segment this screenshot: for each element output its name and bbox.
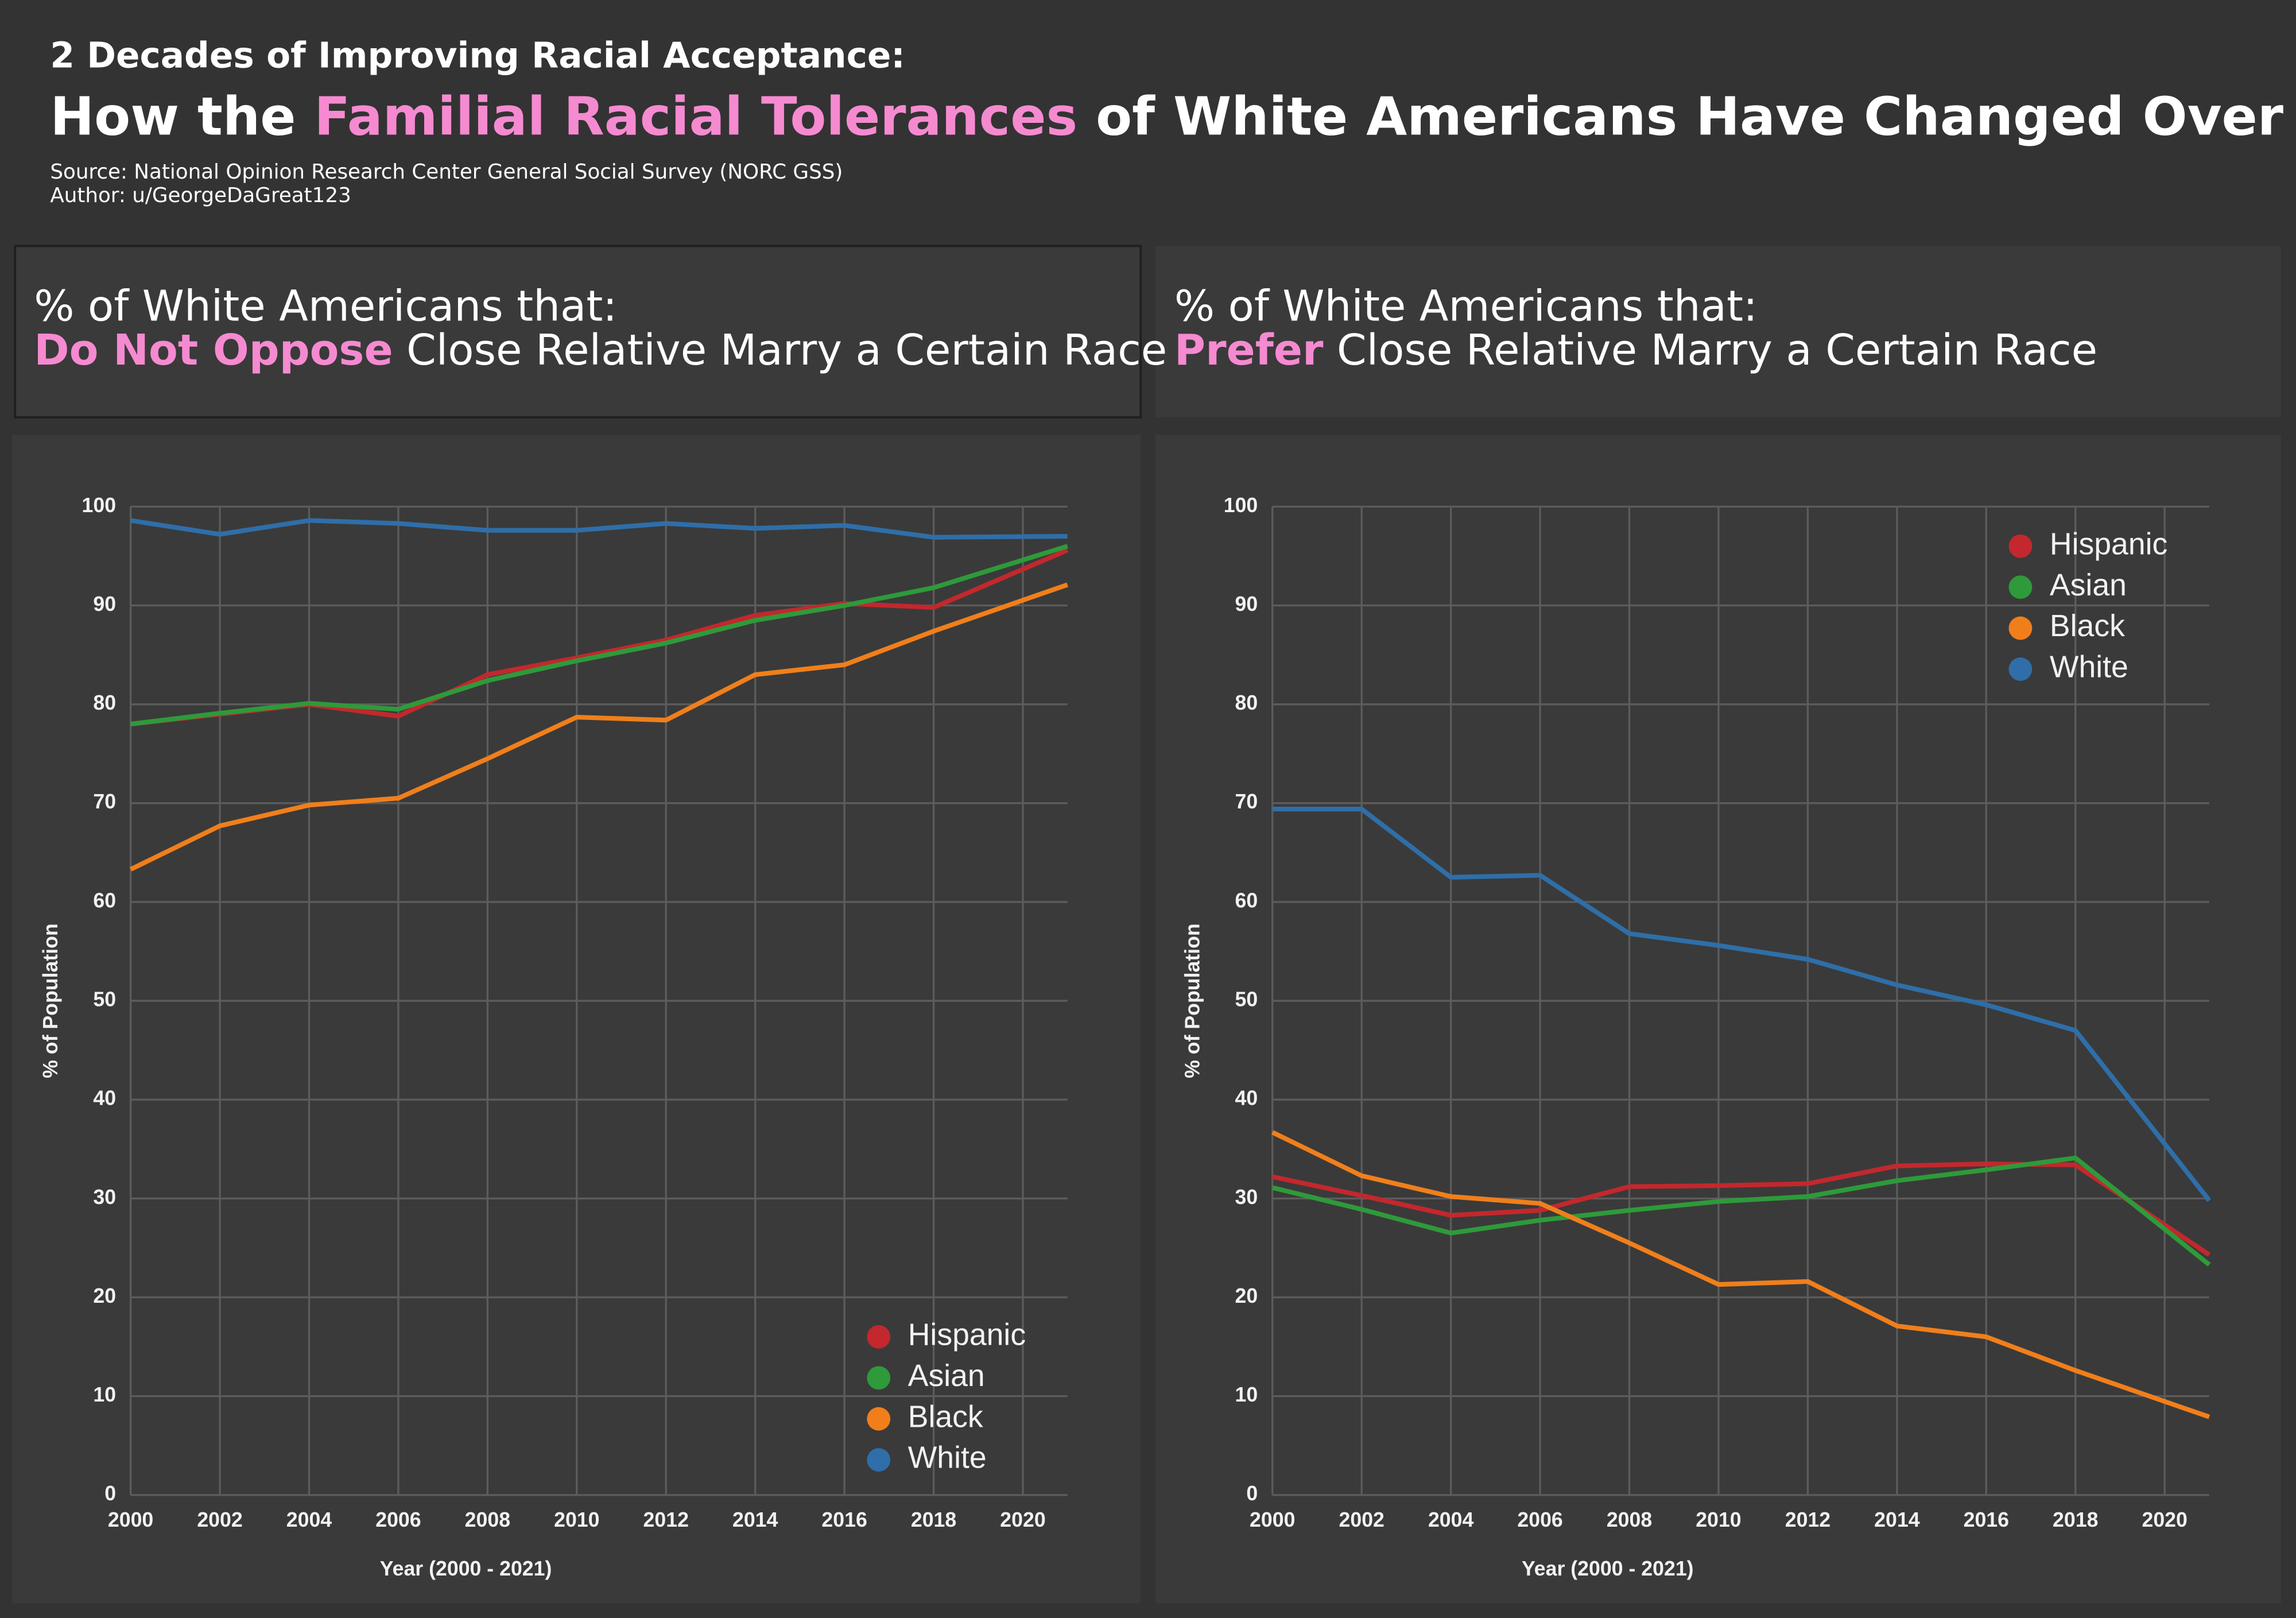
x-tick-label: 2020 (1000, 1508, 1045, 1531)
x-tick-label: 2000 (108, 1508, 153, 1531)
title-part: of White Americans Have Changed Over Tim… (1077, 86, 2296, 148)
y-tick-label: 80 (93, 691, 116, 714)
x-tick-label: 2008 (1607, 1508, 1652, 1531)
legend-swatch (867, 1448, 891, 1472)
y-tick-label: 100 (1224, 494, 1258, 517)
y-tick-label: 100 (82, 494, 117, 517)
panel-title: % of White Americans that: (1174, 281, 1758, 331)
subtitle-highlight: Prefer (1174, 326, 1324, 375)
x-tick-label: 2018 (2053, 1508, 2098, 1531)
y-axis-title: % of Population (1181, 923, 1204, 1078)
x-tick-label: 2014 (732, 1508, 778, 1531)
panel-subtitle: Do Not Oppose Close Relative Marry a Cer… (34, 326, 1167, 375)
legend-swatch (867, 1366, 891, 1390)
panel-title-box (14, 245, 1142, 419)
y-tick-label: 50 (1235, 988, 1258, 1011)
x-tick-label: 2010 (554, 1508, 599, 1531)
legend-swatch (867, 1407, 891, 1431)
x-tick-label: 2006 (375, 1508, 421, 1531)
title-highlight: Familial Racial Tolerances (314, 86, 1077, 148)
series-line (1271, 1130, 2210, 1419)
series-line (129, 582, 1069, 872)
legend-label: Black (2050, 609, 2125, 643)
y-tick-label: 80 (1235, 691, 1258, 714)
y-axis-title: % of Population (39, 923, 62, 1078)
x-tick-label: 2010 (1696, 1508, 1741, 1531)
y-tick-label: 50 (93, 988, 116, 1011)
y-tick-label: 10 (1235, 1383, 1258, 1406)
legend-swatch (2008, 657, 2033, 681)
x-tick-label: 2016 (821, 1508, 867, 1531)
kicker: 2 Decades of Improving Racial Acceptance… (50, 35, 905, 76)
x-tick-label: 2016 (1964, 1508, 2009, 1531)
x-axis-title: Year (2000 - 2021) (380, 1557, 552, 1580)
legend-swatch (2008, 575, 2033, 599)
legend-swatch (867, 1325, 891, 1349)
x-tick-label: 2006 (1517, 1508, 1562, 1531)
y-tick-label: 40 (1235, 1087, 1258, 1110)
main-title: How the Familial Racial Tolerances of Wh… (50, 86, 2296, 148)
title-part: How the (50, 86, 314, 148)
series-line (1271, 1155, 2211, 1267)
source: Source: National Opinion Research Center… (50, 160, 843, 184)
legend-label: Hispanic (908, 1318, 1026, 1352)
x-tick-label: 2020 (2142, 1508, 2187, 1531)
y-tick-label: 0 (104, 1482, 116, 1505)
legend-label: Hispanic (2050, 527, 2167, 561)
y-tick-label: 90 (93, 593, 116, 616)
y-tick-label: 60 (1235, 889, 1258, 912)
legend-label: Asian (2050, 568, 2127, 602)
y-tick-label: 70 (1235, 790, 1258, 813)
legend-label: Black (908, 1400, 983, 1434)
legend-label: Asian (908, 1359, 985, 1393)
y-tick-label: 70 (93, 790, 116, 813)
x-axis-title: Year (2000 - 2021) (1522, 1557, 1694, 1580)
x-tick-label: 2004 (286, 1508, 332, 1531)
panel-subtitle: Prefer Close Relative Marry a Certain Ra… (1174, 326, 2097, 375)
author: Author: u/GeorgeDaGreat123 (50, 184, 351, 207)
y-tick-label: 60 (93, 889, 116, 912)
panel-title-box (1155, 246, 2281, 417)
y-tick-label: 30 (93, 1186, 116, 1209)
y-tick-label: 30 (1235, 1186, 1258, 1209)
panel-title: % of White Americans that: (34, 281, 617, 331)
y-tick-label: 90 (1235, 593, 1258, 616)
series-line (1272, 807, 2212, 1202)
y-tick-label: 0 (1246, 1482, 1258, 1505)
legend-label: White (908, 1441, 987, 1475)
subtitle-highlight: Do Not Oppose (34, 326, 393, 375)
x-tick-label: 2008 (465, 1508, 510, 1531)
x-tick-label: 2012 (1785, 1508, 1830, 1531)
subtitle-part: Close Relative Marry a Certain Race (393, 326, 1168, 375)
x-tick-label: 2012 (643, 1508, 689, 1531)
y-tick-label: 40 (93, 1087, 116, 1110)
series-line (130, 544, 1068, 727)
x-tick-label: 2018 (911, 1508, 956, 1531)
x-tick-label: 2014 (1874, 1508, 1920, 1531)
legend-swatch (2008, 534, 2033, 558)
y-tick-label: 20 (1235, 1284, 1258, 1307)
subtitle-part: Close Relative Marry a Certain Race (1323, 326, 2097, 375)
legend-swatch (2008, 616, 2033, 640)
series-line (130, 518, 1068, 540)
x-tick-label: 2002 (197, 1508, 242, 1531)
x-tick-label: 2004 (1428, 1508, 1474, 1531)
y-tick-label: 20 (93, 1284, 116, 1307)
x-tick-label: 2000 (1250, 1508, 1295, 1531)
x-tick-label: 2002 (1339, 1508, 1384, 1531)
y-tick-label: 10 (93, 1383, 116, 1406)
legend-label: White (2050, 651, 2128, 684)
